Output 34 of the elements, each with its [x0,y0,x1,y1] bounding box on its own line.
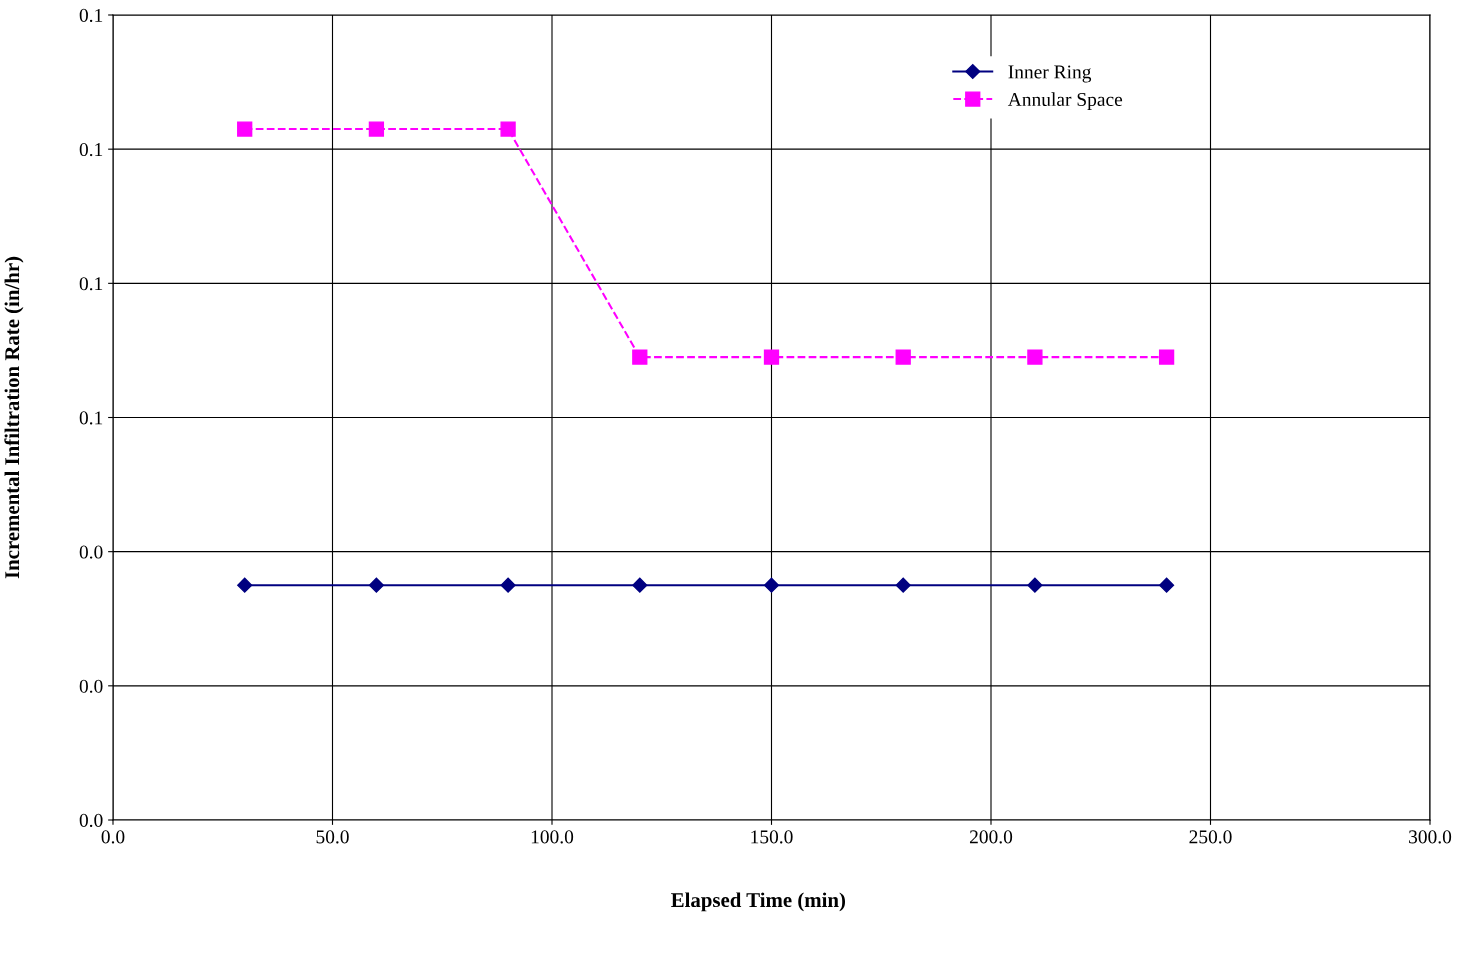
point [1159,577,1175,593]
x-tick-label: 200.0 [969,830,1013,844]
x-tick-label: 250.0 [1189,830,1232,844]
x-tick-label: 100.0 [531,830,574,844]
point [1027,577,1043,593]
point [237,121,253,137]
legend-label: Annular Space [1007,92,1123,110]
y-tick-label: 0.1 [79,8,103,23]
x-axis-title: Elapsed Time (min) [671,892,846,912]
y-tick-label: 0.1 [79,411,103,425]
x-tick-label: 0.0 [101,830,125,844]
point [500,121,516,137]
y-tick-label: 0.1 [79,142,103,157]
x-tick-label: 150.0 [751,830,793,844]
point [763,349,780,365]
point [895,349,911,365]
y-tick-label: 0.1 [79,277,103,291]
legend-label: Inner Ring [1008,65,1092,83]
x-tick-label: 300.0 [1409,830,1452,844]
point [632,577,648,593]
x-tick-label: 50.0 [316,830,349,844]
point [237,577,253,593]
point [368,121,385,137]
y-tick-label: 0.0 [79,679,103,693]
point [1027,349,1043,365]
point [763,577,780,593]
point [632,349,648,365]
point [500,577,516,593]
y-tick-label: 0.0 [79,813,103,828]
point [1158,349,1175,365]
point [895,577,911,593]
point [368,577,384,593]
y-tick-label: 0.0 [79,545,103,559]
y-axis-title: Incremental Infiltration Rate (in/hr) [4,256,24,579]
